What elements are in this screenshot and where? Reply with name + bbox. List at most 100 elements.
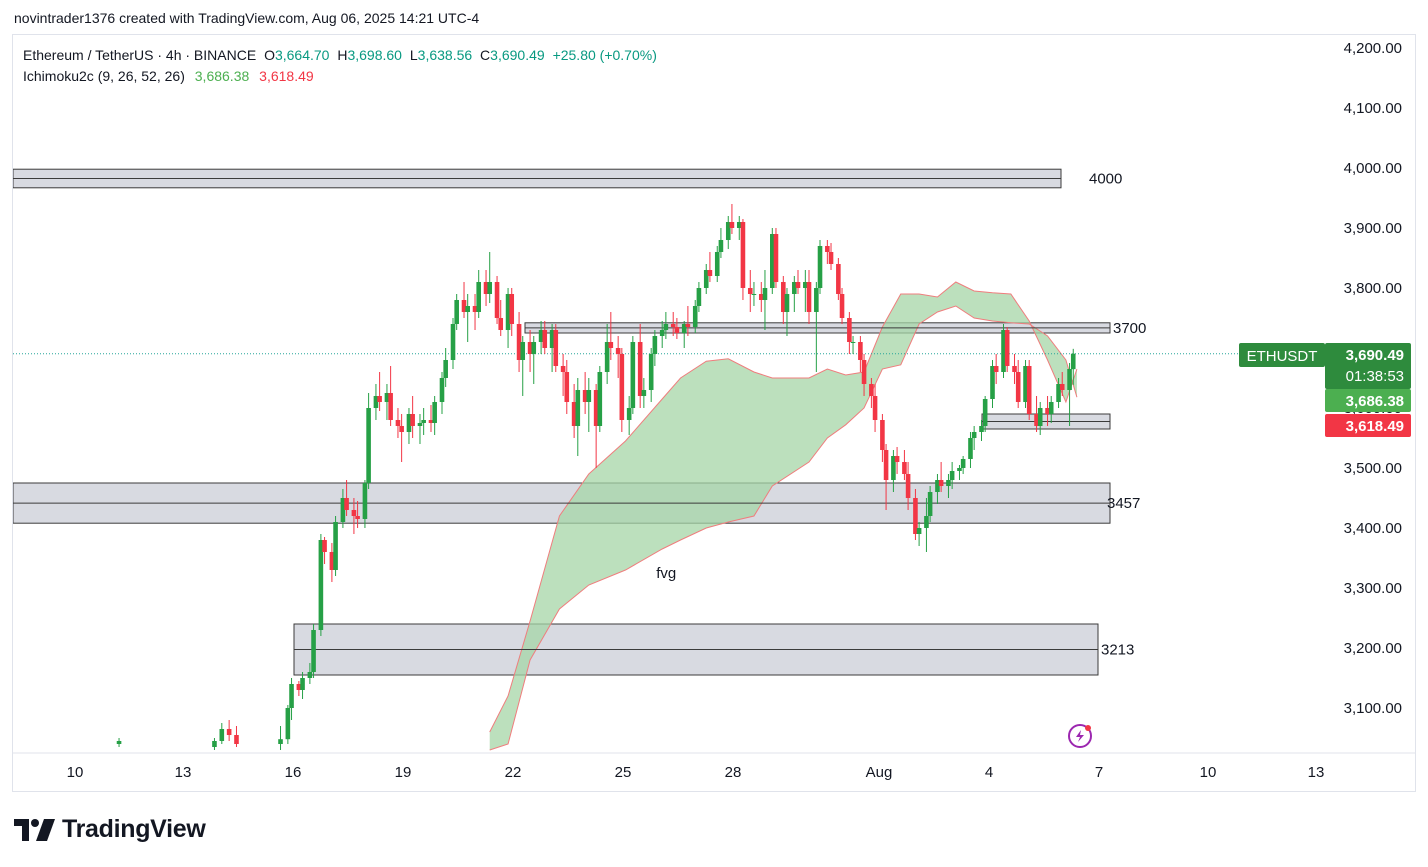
candle-28 <box>406 408 412 444</box>
candle-21 <box>366 393 371 489</box>
candle-38 <box>461 282 467 318</box>
candle-body <box>869 384 874 396</box>
symbol-tag: ETHUSDT <box>1239 343 1325 367</box>
candle-57 <box>564 360 570 414</box>
candle-body <box>736 222 742 228</box>
candle-93 <box>762 270 768 330</box>
candle-54 <box>549 324 555 372</box>
candle-32 <box>428 405 434 432</box>
ichimoku-span-a <box>489 281 1078 733</box>
symbol-tag-text: ETHUSDT <box>1247 348 1318 365</box>
candle-body <box>542 330 548 348</box>
candle-body <box>234 735 239 744</box>
time-axis[interactable]: 10 13 16 19 22 25 28 Aug 4 7 10 13 <box>67 764 1325 781</box>
candle-body <box>850 342 856 343</box>
candle-86 <box>725 216 731 249</box>
candle-73 <box>652 330 658 366</box>
candle-92 <box>758 282 764 312</box>
candle-body <box>718 240 724 252</box>
candle-30 <box>417 414 423 444</box>
candle-body <box>307 672 313 678</box>
candle-55 <box>553 324 559 372</box>
candle-body <box>968 438 973 459</box>
candle-body <box>758 294 764 300</box>
candle-22 <box>373 384 379 420</box>
candle-42 <box>483 270 489 306</box>
candle-141 <box>1026 360 1032 420</box>
candle-77 <box>674 318 680 339</box>
candle-128 <box>957 465 962 480</box>
x-tick-label-9: 7 <box>1095 764 1103 781</box>
candle-113 <box>872 384 878 432</box>
candle-body <box>648 354 654 390</box>
candle-body <box>116 741 122 744</box>
candle-body <box>935 480 940 492</box>
candle-body <box>839 294 845 318</box>
candle-53 <box>542 321 548 354</box>
candle-body <box>399 426 404 432</box>
candle-95 <box>773 228 779 288</box>
candle-12 <box>318 534 324 636</box>
candle-5 <box>278 726 283 750</box>
candle-137 <box>1004 327 1010 372</box>
chart-frame <box>12 34 1416 792</box>
candle-139 <box>1015 360 1021 408</box>
y-tick-label-4: 3,800.00 <box>1344 280 1402 297</box>
y-tick-label-10: 3,200.00 <box>1344 640 1402 657</box>
candle-body <box>564 372 570 402</box>
candle-body <box>781 282 786 312</box>
candle-4 <box>234 726 239 747</box>
indicator-tag-2-value: 3,618.49 <box>1346 418 1404 435</box>
candle-82 <box>703 264 709 294</box>
candle-body <box>652 336 658 354</box>
candle-44 <box>494 276 500 324</box>
chart-legend: Ethereum / TetherUS · 4h · BINANCE O3,66… <box>23 45 657 87</box>
candle-52 <box>538 321 544 354</box>
candle-body <box>692 306 698 327</box>
candle-3 <box>226 720 232 741</box>
chart-caption: novintrader1376 created with TradingView… <box>14 10 480 26</box>
candle-76 <box>670 312 676 336</box>
candle-70 <box>637 324 643 408</box>
indicator-tag-2-bg <box>1325 414 1411 437</box>
candle-99 <box>795 270 801 294</box>
candle-109 <box>850 336 856 354</box>
candle-59 <box>575 378 581 456</box>
x-tick-label-11: 13 <box>1308 764 1325 781</box>
candle-body <box>894 456 900 462</box>
candle-104 <box>825 240 830 264</box>
candle-33 <box>432 396 437 435</box>
candle-148 <box>1067 363 1072 426</box>
candle-body <box>377 396 382 402</box>
candle-75 <box>663 312 669 339</box>
candle-body <box>773 234 779 282</box>
candle-125 <box>938 462 944 492</box>
candle-body <box>318 540 324 630</box>
y-tick-label-2: 4,000.00 <box>1344 160 1402 177</box>
candle-19 <box>355 501 360 528</box>
candle-body <box>454 300 459 324</box>
y-tick-label-11: 3,100.00 <box>1344 700 1402 717</box>
candle-105 <box>828 243 834 270</box>
candle-body <box>483 282 489 294</box>
last-price-tag: 3,690.49 01:38:53 <box>1325 343 1411 389</box>
candle-body <box>927 492 933 516</box>
candle-body <box>388 393 393 420</box>
last-price-tag-bg <box>1325 343 1411 389</box>
tradingview-logo[interactable]: TradingView <box>14 815 206 844</box>
candle-body <box>825 246 830 252</box>
candle-body <box>575 390 581 426</box>
legend-indicator-row: Ichimoku2c (9, 26, 52, 26) 3,686.38 3,61… <box>23 66 657 87</box>
candle-body <box>847 318 852 342</box>
candle-body <box>604 342 610 372</box>
candle-18 <box>351 498 357 534</box>
candle-body <box>674 327 680 333</box>
candle-body <box>461 300 467 312</box>
candle-body <box>608 342 614 348</box>
candle-149 <box>1070 348 1076 385</box>
lightning-icon[interactable] <box>1068 724 1092 748</box>
candle-64 <box>604 324 610 384</box>
candle-144 <box>1045 396 1050 426</box>
x-tick-label-3: 19 <box>395 764 412 781</box>
